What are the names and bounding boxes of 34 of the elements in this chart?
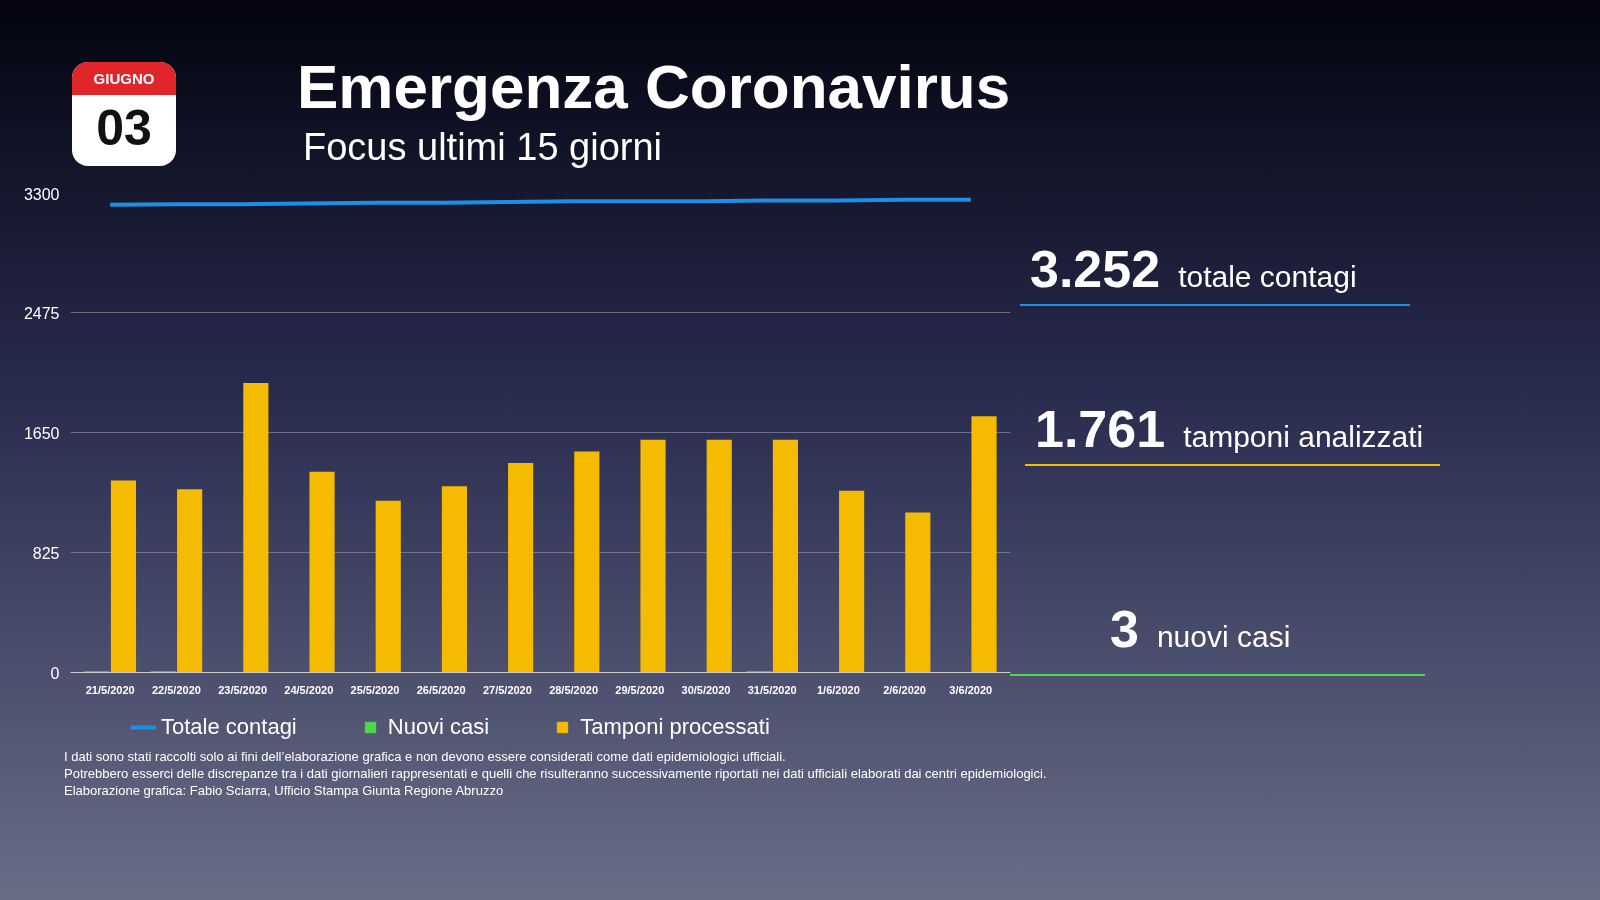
y-tick-label: 3300 [23, 185, 60, 203]
x-tick-label: 27/5/2020 [482, 683, 532, 696]
text: nuovi casi [1156, 620, 1291, 653]
x-tick-label: 22/5/2020 [151, 683, 201, 696]
x-tick-label: 23/5/2020 [218, 683, 268, 696]
text: I dati sono stati raccolti solo ai fini dell’elaborazione grafica e non devono essere considerati come dati epidemiologici ufficiali. [64, 748, 787, 765]
x-tick-label: 30/5/2020 [681, 683, 731, 696]
x-tick-label: 25/5/2020 [350, 683, 400, 696]
x-tick-label: 1/6/2020 [816, 683, 860, 696]
x-tick-label: 29/5/2020 [615, 683, 665, 696]
y-tick-label: 2475 [23, 304, 60, 322]
x-tick-label: 26/5/2020 [416, 683, 466, 696]
chart-title: Emergenza Coronavirus [297, 52, 1011, 122]
text: Elaborazione grafica: Fabio Sciarra, Ufficio Stampa Giunta Regione Abruzzo [64, 782, 505, 799]
legend-label: Totale contagi [161, 714, 297, 740]
legend-label: Tamponi processati [580, 714, 770, 740]
chart-subtitle: Focus ultimi 15 giorni [303, 125, 664, 170]
y-tick-label: 1650 [23, 424, 60, 442]
text: 3.252 [1030, 240, 1161, 298]
x-tick-label: 28/5/2020 [549, 683, 599, 696]
y-tick-label: 0 [50, 664, 60, 682]
x-tick-label: 21/5/2020 [85, 683, 135, 696]
text: 3 [1110, 600, 1139, 658]
text: tamponi analizzati [1183, 420, 1424, 453]
y-tick-label: 825 [32, 544, 60, 562]
text: 1.761 [1035, 400, 1166, 458]
x-tick-label: 2/6/2020 [883, 683, 926, 696]
x-tick-label: 31/5/2020 [747, 683, 797, 696]
picture-calendar: GIUGNO 03 [72, 62, 176, 166]
x-tick-label: 3/6/2020 [949, 683, 993, 696]
text: Potrebbero esserci delle discrepanze tra i dati giornalieri rappresentati e quelli che risulteranno successivamente riportati nei dati ufficiali elaborati dai centri epidemiologici. [64, 765, 1047, 782]
x-tick-label: 24/5/2020 [284, 683, 334, 696]
text: totale contagi [1178, 260, 1357, 293]
legend-label: Nuovi casi [387, 714, 490, 740]
